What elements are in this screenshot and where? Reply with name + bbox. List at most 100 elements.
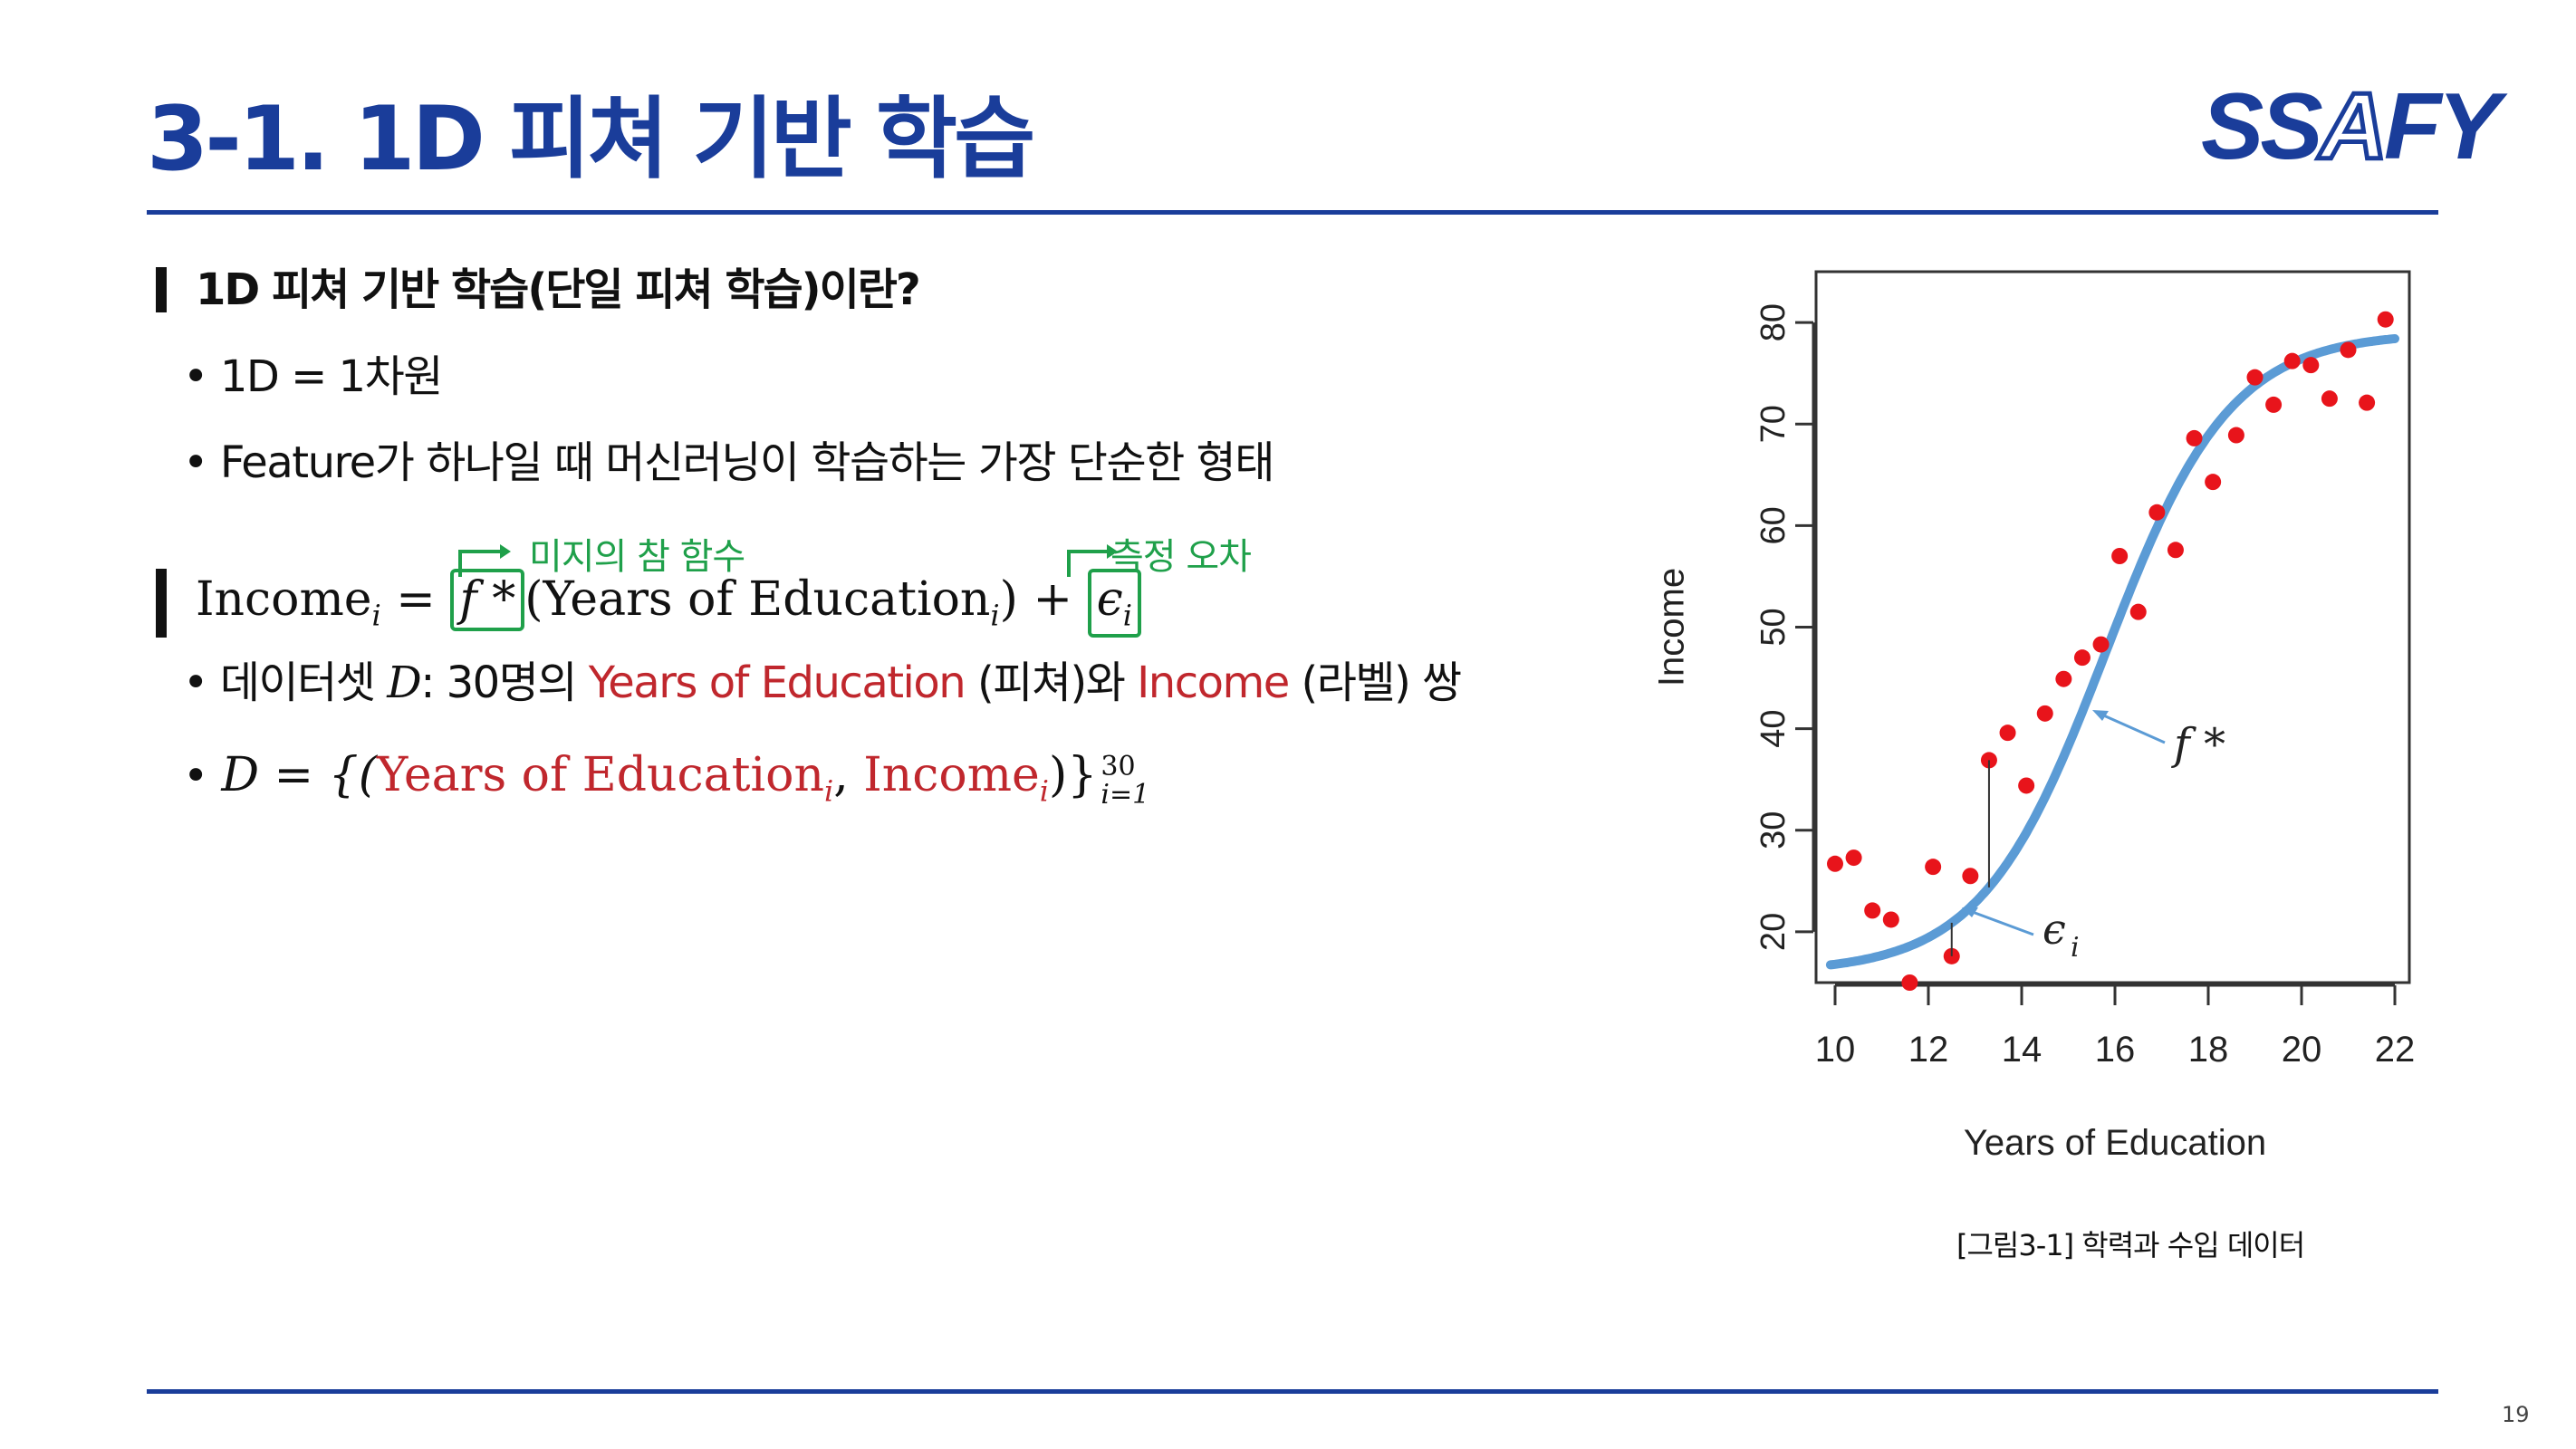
formula-epsilon-box: ϵi (1087, 569, 1141, 638)
formula-income: Income (196, 572, 372, 627)
dataset-feature-tag: (피쳐)와 (965, 657, 1138, 708)
bullet-1d: • 1D = 1차원 (183, 351, 444, 402)
f-star-pointer-head (2092, 710, 2109, 721)
figure-caption: [그림3-1] 학력과 수입 데이터 (1956, 1228, 2305, 1262)
ssafy-logo: SSAFY (2201, 78, 2501, 177)
data-point (2205, 474, 2222, 491)
data-point (2092, 636, 2110, 653)
data-point (2073, 649, 2091, 667)
data-point (1864, 902, 1881, 919)
formula-epsilon-subscript: i (1122, 598, 1132, 633)
epsilon-label-subscript: i (2071, 932, 2080, 964)
data-point (2340, 341, 2357, 359)
data-point (2321, 390, 2338, 408)
f-star-label: f * (2171, 719, 2225, 770)
data-point (2302, 357, 2320, 374)
set-feature: Years of Education (377, 748, 824, 802)
logo-part-3: FY (2383, 74, 2501, 179)
bullet-feature-text: Feature가 하나일 때 머신러닝이 학습하는 가장 단순한 형태 (219, 437, 1275, 488)
plot-frame (1814, 270, 2411, 984)
epsilon-label: ϵ (2043, 905, 2066, 954)
dataset-mid: : 30명의 (420, 657, 589, 708)
top-divider (147, 210, 2438, 215)
epsilon-pointer (1969, 909, 2034, 936)
formula-feature: (Years of Education (524, 572, 991, 627)
formula-subscript-1: i (371, 598, 381, 633)
data-point (2129, 603, 2147, 620)
x-tick-label: 10 (1815, 1030, 1856, 1070)
y-tick-label: 70 (1754, 405, 1793, 443)
f-star-pointer (2099, 712, 2166, 744)
data-point (1845, 849, 1862, 867)
set-close: )} (1049, 748, 1098, 802)
dataset-label-tag: (라벨) 쌍 (1288, 657, 1463, 708)
formula-close: ) (999, 572, 1018, 627)
data-point (2359, 394, 2376, 411)
data-point (2111, 548, 2129, 564)
bullet-dataset: • 데이터셋 D: 30명의 Years of Education (피쳐)와 I… (183, 657, 1463, 708)
model-formula: Incomei = f * (Years of Educationi) + ϵi (156, 569, 1141, 638)
set-label: Income (863, 748, 1040, 802)
bullet-1d-text: 1D = 1차원 (219, 351, 444, 402)
y-tick-label: 80 (1754, 303, 1793, 341)
data-point (2055, 670, 2072, 687)
formula-f-star: f * (459, 572, 516, 627)
data-point (2246, 369, 2264, 386)
bottom-divider (147, 1389, 2438, 1394)
epsilon-pointer-head (1962, 907, 1978, 917)
logo-part-2: A (2317, 74, 2389, 179)
y-axis-title: Income (1652, 568, 1692, 686)
x-tick-label: 14 (2002, 1030, 2043, 1070)
arrow-to-epsilon (1067, 550, 1107, 577)
page-title: 3-1. 1D 피쳐 기반 학습 (147, 88, 1035, 191)
y-tick-label: 40 (1754, 710, 1793, 748)
data-point (1901, 974, 1918, 991)
data-point (2283, 352, 2301, 369)
page-number: 19 (2502, 1402, 2530, 1427)
x-tick-label: 16 (2095, 1030, 2136, 1070)
x-axis-title: Years of Education (1964, 1123, 2266, 1163)
data-point (1827, 855, 1843, 872)
data-point (2186, 429, 2203, 446)
data-point (2148, 504, 2166, 521)
data-point (2227, 427, 2244, 444)
note-true-function: 미지의 참 함수 (529, 536, 745, 578)
arrowhead-f-star (500, 544, 511, 559)
set-label-subscript: i (1039, 773, 1050, 809)
set-feature-subscript: i (823, 773, 834, 809)
x-tick-label: 20 (2282, 1030, 2322, 1070)
formula-f-star-box: f * (450, 569, 525, 632)
dataset-formula: • D = {(Years of Educationi, Incomei)} 30 i… (183, 748, 1150, 811)
section-heading: 1D 피쳐 기반 학습(단일 피쳐 학습)이란? (156, 267, 921, 312)
y-tick-label: 30 (1754, 811, 1793, 849)
data-point (2036, 705, 2053, 722)
arrowhead-epsilon (1107, 544, 1118, 559)
x-tick-label: 18 (2188, 1030, 2229, 1070)
data-point (2377, 311, 2394, 328)
dataset-feature-name: Years of Education (588, 657, 966, 708)
x-tick-label: 12 (1908, 1030, 1949, 1070)
bullet-feature: • Feature가 하나일 때 머신러닝이 학습하는 가장 단순한 형태 (183, 437, 1275, 488)
data-point (1962, 868, 1979, 885)
set-sub: i=1 (1101, 779, 1150, 811)
set-sup: 30 (1101, 750, 1136, 782)
dataset-label-name: Income (1137, 657, 1290, 708)
x-tick-label: 22 (2375, 1030, 2416, 1070)
annotation-arrows (458, 544, 1118, 577)
y-tick-label: 50 (1754, 608, 1793, 646)
income-education-chart: 10 12 14 16 18 20 22 Years of Education 20 30 40 50… (1652, 270, 2416, 1163)
data-point (2265, 396, 2283, 413)
y-tick-label: 60 (1754, 506, 1793, 544)
logo-part-1: SS (2201, 74, 2323, 179)
data-point (1882, 911, 1899, 928)
formula-equals: = (380, 572, 451, 627)
dataset-prefix: 데이터셋 (219, 657, 388, 708)
data-point (2018, 777, 2035, 794)
set-comma: , (833, 748, 864, 802)
y-tick-label: 20 (1754, 913, 1793, 951)
formula-plus: + (1017, 572, 1088, 627)
set-range: 30 i=1 (1101, 750, 1150, 811)
data-point (2167, 542, 2184, 559)
dataset-symbol: D (387, 657, 421, 708)
true-function-curve (1825, 334, 2399, 970)
